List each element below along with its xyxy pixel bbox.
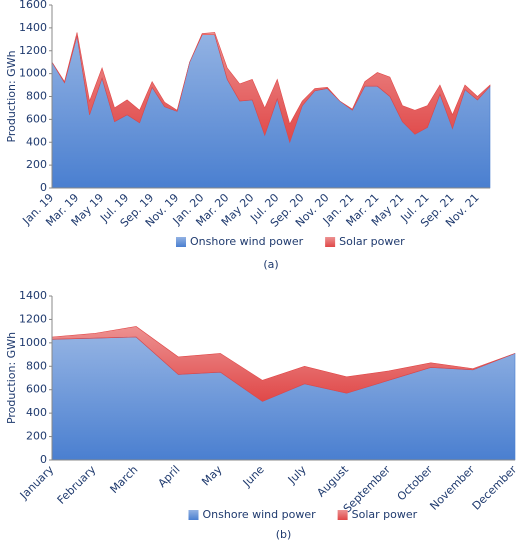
y-tick-label: 1400 — [19, 289, 47, 302]
legend-swatch — [337, 510, 348, 520]
x-tick-label: April — [156, 463, 183, 490]
area-1 — [51, 326, 516, 402]
area-1 — [51, 32, 491, 144]
y-tick-label: 400 — [26, 135, 47, 148]
x-tick-label: March — [108, 463, 141, 496]
y-axis-label: Production: GWh — [5, 332, 18, 424]
y-tick-label: 1000 — [19, 336, 47, 349]
y-tick-label: 0 — [40, 181, 47, 194]
x-tick-label: May — [199, 463, 225, 489]
caption: (a) — [263, 258, 278, 271]
x-tick-label: June — [240, 463, 267, 490]
y-tick-label: 200 — [26, 158, 47, 171]
area-0 — [51, 336, 516, 461]
legend-label: Solar power — [339, 235, 405, 248]
y-tick-label: 1000 — [19, 67, 47, 80]
legend-label: Onshore wind power — [203, 508, 317, 521]
y-tick-label: 600 — [26, 383, 47, 396]
y-tick-label: 1600 — [19, 0, 47, 11]
x-tick-label: October — [395, 463, 436, 504]
x-tick-label: January — [17, 463, 57, 503]
y-tick-label: 800 — [26, 359, 47, 372]
y-tick-label: 400 — [26, 406, 47, 419]
legend-label: Solar power — [352, 508, 418, 521]
y-tick-label: 1400 — [19, 21, 47, 34]
legend-label: Onshore wind power — [190, 235, 304, 248]
y-axis-label: Production: GWh — [5, 50, 18, 142]
y-tick-label: 1200 — [19, 312, 47, 325]
y-tick-label: 1200 — [19, 44, 47, 57]
x-tick-label: August — [314, 463, 351, 500]
y-tick-label: 0 — [40, 453, 47, 466]
y-tick-label: 800 — [26, 90, 47, 103]
legend-swatch — [176, 237, 186, 247]
legend-swatch — [188, 510, 199, 520]
legend-swatch — [325, 237, 336, 247]
x-tick-label: November — [427, 463, 477, 513]
y-tick-label: 200 — [26, 430, 47, 443]
y-tick-label: 600 — [26, 112, 47, 125]
x-tick-label: February — [55, 463, 99, 507]
caption: (b) — [276, 528, 292, 541]
x-tick-label: July — [285, 463, 309, 487]
x-tick-label: December — [470, 463, 520, 513]
